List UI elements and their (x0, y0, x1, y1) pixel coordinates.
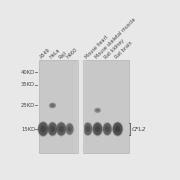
Ellipse shape (57, 122, 66, 136)
Ellipse shape (49, 102, 56, 109)
Ellipse shape (68, 126, 72, 132)
Text: CFL2: CFL2 (132, 127, 146, 132)
Ellipse shape (66, 123, 73, 135)
Text: 25KD: 25KD (21, 103, 35, 108)
Text: 35KD: 35KD (21, 82, 35, 87)
Ellipse shape (102, 122, 112, 136)
Text: Raji: Raji (58, 50, 68, 60)
Text: HeLa: HeLa (49, 47, 61, 60)
Ellipse shape (94, 107, 101, 113)
Bar (39, 60, 78, 153)
Ellipse shape (47, 122, 58, 137)
Ellipse shape (93, 123, 102, 135)
Ellipse shape (59, 126, 64, 132)
Ellipse shape (40, 126, 46, 132)
Ellipse shape (112, 122, 123, 137)
Ellipse shape (48, 122, 57, 136)
Text: Mouse heart: Mouse heart (84, 35, 109, 60)
Ellipse shape (84, 123, 92, 135)
Ellipse shape (95, 126, 100, 132)
Text: 15KD: 15KD (21, 127, 35, 132)
Ellipse shape (37, 121, 49, 137)
Text: 40KD: 40KD (21, 70, 35, 75)
Ellipse shape (92, 122, 103, 136)
Ellipse shape (51, 104, 54, 107)
Text: H460: H460 (66, 47, 79, 60)
Ellipse shape (96, 109, 99, 112)
Text: Rat brain: Rat brain (114, 40, 134, 60)
Ellipse shape (113, 122, 123, 136)
Ellipse shape (115, 126, 120, 132)
Text: Rat kidney: Rat kidney (104, 38, 126, 60)
Ellipse shape (65, 122, 74, 136)
Ellipse shape (85, 126, 90, 132)
Ellipse shape (83, 122, 93, 136)
Ellipse shape (50, 126, 55, 132)
Ellipse shape (103, 123, 112, 135)
Ellipse shape (38, 122, 48, 136)
Text: A549: A549 (40, 47, 52, 60)
Bar (83, 60, 129, 153)
Ellipse shape (49, 103, 56, 108)
Text: Mouse skeletal muscle: Mouse skeletal muscle (94, 17, 137, 60)
Ellipse shape (56, 122, 67, 137)
Ellipse shape (94, 108, 101, 113)
Ellipse shape (105, 126, 110, 132)
